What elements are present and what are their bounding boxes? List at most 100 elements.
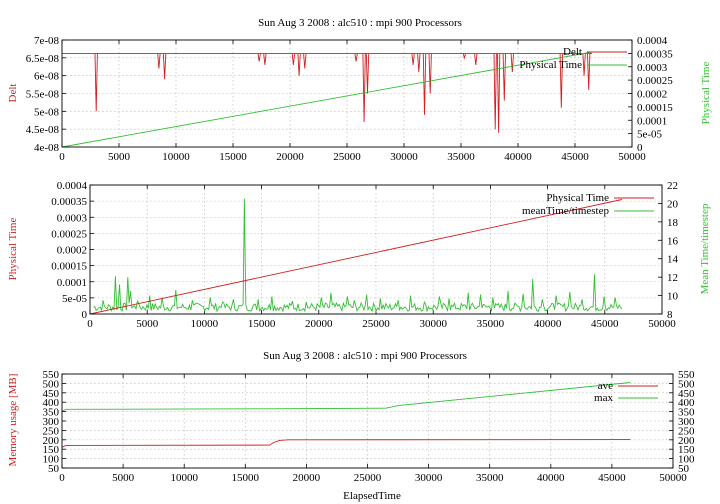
x-tick-label: 0 [59, 472, 65, 484]
data-dip [297, 53, 301, 76]
data-dip [493, 53, 497, 130]
plot-frame [89, 184, 663, 315]
x-tick-label: 35000 [477, 318, 505, 330]
y2-tick-label: 5e-05 [637, 129, 663, 141]
y2-tick-label: 16 [667, 235, 679, 247]
x-tick-label: 5000 [108, 151, 131, 163]
y2-tick-label: 400 [678, 397, 695, 409]
data-dip [263, 53, 267, 66]
x-tick-label: 15000 [219, 151, 247, 163]
legend: Physical Time meanTime/timestep [522, 192, 654, 217]
x-tick-label: 45000 [598, 472, 626, 484]
y-tick-label: 150 [43, 444, 60, 456]
y2-tick-label: 100 [678, 454, 695, 466]
data-dip [94, 53, 98, 112]
x-tick-label: 30000 [415, 472, 443, 484]
x-tick-label: 0 [59, 151, 65, 163]
x-tick-label: 35000 [476, 472, 504, 484]
data-dip [587, 53, 591, 90]
x-tick-label: 10000 [170, 472, 198, 484]
y2-tick-label: 450 [678, 388, 695, 400]
x-tick-label: 40000 [537, 472, 565, 484]
y-tick-label: 0.00015 [51, 261, 87, 273]
x-tick-label: 20000 [293, 472, 321, 484]
series-line-physical-time [61, 51, 593, 148]
y2-tick-label: 0 [637, 142, 643, 154]
legend-label-max: max [594, 392, 613, 404]
x-tick-label: 45000 [591, 318, 619, 330]
y-tick-label: 4.5e-08 [26, 124, 60, 136]
plot-frame [61, 373, 674, 469]
chart-panel-physical-time: 0 5e-05 0.0001 0.00015 0.0002 0.00025 0.0003 0.… [7, 180, 711, 330]
chart-panel-delt: Sun Aug 3 2008 : alc510 : mpi 900 Proces… [7, 17, 712, 163]
data-dip [428, 53, 432, 94]
y2-axis-label: Mean Time/timestep [699, 203, 711, 294]
y-tick-label: 0 [82, 309, 88, 321]
chart-title: Sun Aug 3 2008 : alc510 : mpi 900 Proces… [258, 17, 462, 29]
data-dip [496, 53, 501, 133]
y-tick-label: 200 [43, 435, 60, 447]
x-tick-label: 10000 [162, 151, 190, 163]
y2-tick-label: 0.00035 [637, 48, 673, 60]
legend-label-physical-time: Physical Time [519, 59, 582, 71]
y-tick-label: 50 [48, 463, 60, 475]
y2-axis-ticks: 8 10 12 14 16 18 20 22 [658, 180, 679, 321]
x-tick-label: 50000 [618, 151, 646, 163]
chart-title: Sun Aug 3 2008 : alc510 : mpi 900 Proces… [263, 350, 467, 362]
x-tick-label: 30000 [390, 151, 418, 163]
y-tick-label: 0.0002 [57, 245, 87, 257]
y-tick-label: 500 [43, 378, 60, 390]
data-dip [510, 53, 514, 73]
y-axis-label: Physical Time [7, 218, 19, 281]
data-dip [462, 53, 467, 60]
data-dip [582, 53, 586, 76]
y-tick-label: 7e-08 [34, 35, 60, 47]
gridlines [62, 374, 673, 468]
x-axis-ticks: 0 5000 10000 15000 20000 25000 30000 35000 40000… [87, 185, 676, 330]
y2-tick-label: 350 [678, 407, 695, 419]
x-tick-label: 40000 [504, 151, 532, 163]
y-tick-label: 0.0004 [57, 180, 88, 192]
data-dip [354, 53, 358, 62]
y2-tick-label: 0.0001 [637, 115, 667, 127]
y-tick-label: 5e-05 [62, 293, 88, 305]
y2-tick-label: 250 [678, 425, 695, 437]
data-dip [411, 53, 415, 66]
y2-tick-label: 500 [678, 378, 695, 390]
legend-label-delt: Delt [563, 46, 582, 58]
plot-frame [61, 39, 633, 148]
data-dip [502, 53, 506, 101]
y2-tick-label: 300 [678, 416, 695, 428]
y2-tick-label: 22 [667, 180, 678, 192]
y-tick-label: 5.5e-08 [26, 89, 60, 101]
y2-tick-label: 8 [667, 309, 673, 321]
x-tick-label: 40000 [534, 318, 562, 330]
y-tick-label: 450 [43, 388, 60, 400]
y-tick-label: 6e-08 [34, 71, 60, 83]
series-line-physical-time [89, 199, 623, 315]
y-tick-label: 5e-08 [34, 106, 60, 118]
data-dip [162, 53, 167, 80]
legend-label-mean-time: meanTime/timestep [522, 205, 609, 217]
chart-panel-memory: Sun Aug 3 2008 : alc510 : mpi 900 Proces… [7, 350, 695, 502]
y-tick-label: 6.5e-08 [26, 53, 60, 65]
x-tick-label: 10000 [191, 318, 219, 330]
y2-tick-label: 50 [678, 463, 690, 475]
x-tick-label: 25000 [354, 472, 382, 484]
y-tick-label: 0.00025 [51, 228, 87, 240]
data-dip [157, 53, 161, 69]
data-dip [303, 53, 307, 69]
y2-tick-label: 0.0003 [637, 62, 668, 74]
y-axis-label: Delt [7, 84, 19, 103]
x-tick-label: 35000 [447, 151, 475, 163]
y-tick-label: 250 [43, 425, 60, 437]
series-group [61, 382, 631, 448]
y2-axis-label: Physical Time [700, 62, 712, 125]
x-tick-label: 15000 [232, 472, 260, 484]
legend-label-ave: ave [598, 380, 613, 392]
x-tick-label: 25000 [362, 318, 390, 330]
x-tick-label: 5000 [112, 472, 135, 484]
